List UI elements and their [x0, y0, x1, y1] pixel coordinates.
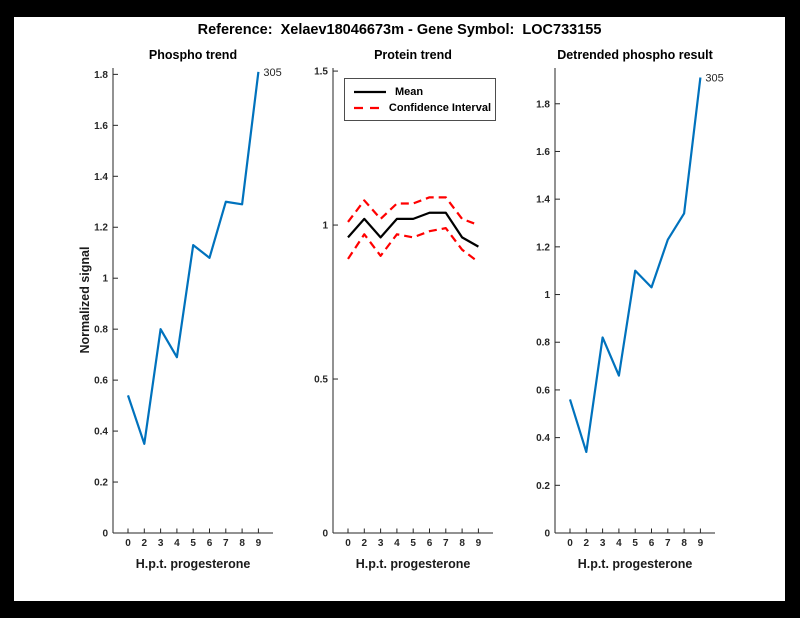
series-line-phospho-signal [126, 71, 260, 445]
x-tick-label: 7 [223, 538, 229, 549]
x-tick-label: 6 [427, 538, 433, 549]
y-tick-label: 0.8 [536, 338, 550, 349]
legend-ci-line-sample [354, 106, 380, 110]
x-tick-label: 0 [125, 538, 131, 549]
last-point-annotation: 305 [263, 67, 281, 79]
x-tick-label: 8 [459, 538, 465, 549]
legend-row-mean: Mean [354, 84, 491, 100]
legend-row-ci: Confidence Interval [354, 100, 491, 116]
legend-ci-label: Confidence Interval [388, 102, 491, 114]
legend-mean-line-sample [354, 90, 386, 94]
y-tick-label: 0.6 [536, 385, 550, 396]
y-tick-label: 1 [544, 290, 550, 301]
figure-canvas: Reference: Xelaev18046673m - Gene Symbol… [14, 17, 785, 601]
x-tick-label: 5 [632, 538, 638, 549]
y-tick-label: 0 [102, 529, 108, 540]
x-tick-label: 7 [665, 538, 671, 549]
y-tick-label: 1.8 [536, 99, 550, 110]
x-tick-label: 3 [378, 538, 384, 549]
x-tick-label: 6 [207, 538, 213, 549]
y-tick-label: 0.2 [536, 481, 550, 492]
x-tick-label: 8 [239, 538, 245, 549]
y-tick-label: 0.4 [536, 433, 550, 444]
x-tick-label: 9 [698, 538, 704, 549]
x-tick-label: 4 [616, 538, 622, 549]
y-tick-label: 0 [322, 529, 328, 540]
last-point-annotation: 305 [705, 73, 723, 85]
y-tick-label: 0 [544, 529, 550, 540]
y-tick-label: 0.4 [94, 427, 108, 438]
x-tick-label: 2 [584, 538, 590, 549]
plot3-xlabel: H.p.t. progesterone [577, 557, 693, 571]
x-tick-label: 3 [158, 538, 164, 549]
x-tick-label: 5 [410, 538, 416, 549]
series-line-mean [347, 211, 479, 248]
y-tick-label: 0.5 [314, 375, 328, 386]
x-tick-label: 0 [345, 538, 351, 549]
series-line-detrended-phospho [568, 77, 702, 454]
x-tick-label: 0 [567, 538, 573, 549]
x-tick-label: 2 [142, 538, 148, 549]
y-tick-label: 1.4 [536, 195, 550, 206]
y-tick-label: 1.4 [94, 172, 108, 183]
plot2-title: Protein trend [374, 48, 452, 62]
y-tick-label: 0.8 [94, 325, 108, 336]
y-tick-label: 1.6 [536, 147, 550, 158]
x-tick-label: 9 [476, 538, 482, 549]
plot3-title: Detrended phospho result [557, 48, 713, 62]
series-line-ci-upper [347, 196, 479, 227]
x-tick-label: 9 [256, 538, 262, 549]
x-tick-label: 3 [600, 538, 606, 549]
legend-mean-label: Mean [395, 86, 424, 98]
legend: Mean Confidence Interval [344, 78, 496, 121]
x-tick-label: 4 [174, 538, 180, 549]
x-tick-label: 6 [649, 538, 655, 549]
x-tick-label: 5 [190, 538, 196, 549]
y-tick-label: 1 [322, 221, 328, 232]
plot1-title: Phospho trend [148, 48, 238, 62]
plot2-xlabel: H.p.t. progesterone [355, 557, 471, 571]
y-tick-label: 0.2 [94, 478, 108, 489]
plots-svg: 00.20.40.60.811.21.41.61.80 2 3 4 5 6 7 8 930500… [94, 67, 724, 549]
x-tick-label: 8 [681, 538, 687, 549]
x-tick-label: 4 [394, 538, 400, 549]
y-tick-label: 1.6 [94, 121, 108, 132]
y-tick-label: 0.6 [94, 376, 108, 387]
figure-title: Reference: Xelaev18046673m - Gene Symbol… [197, 22, 602, 38]
x-tick-label: 2 [362, 538, 368, 549]
y-tick-label: 1.2 [94, 223, 108, 234]
y-tick-label: 1 [102, 274, 108, 285]
x-tick-label: 7 [443, 538, 449, 549]
y-tick-label: 1.5 [314, 67, 328, 78]
y-tick-label: 1.8 [94, 70, 108, 81]
y-tick-label: 1.2 [536, 242, 550, 253]
plot1-xlabel: H.p.t. progesterone [135, 557, 251, 571]
